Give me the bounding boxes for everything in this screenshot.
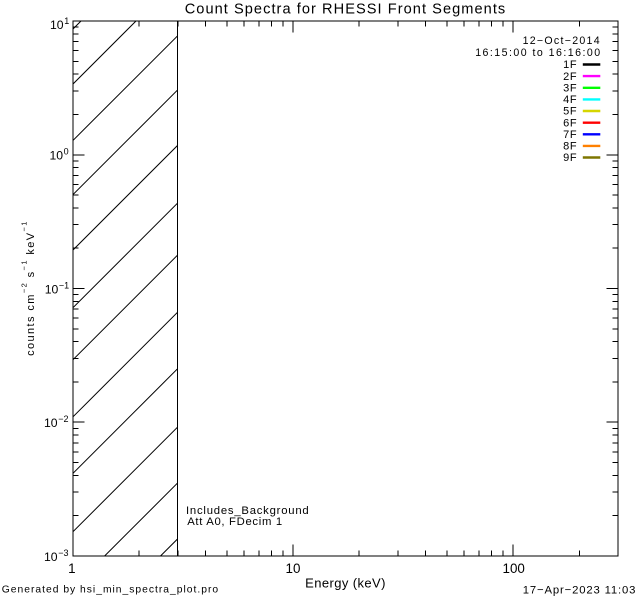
svg-text:12−Oct−2014: 12−Oct−2014 [523, 35, 601, 47]
svg-text:10: 10 [45, 282, 59, 296]
svg-text:−3: −3 [58, 548, 68, 558]
svg-text:Energy (keV): Energy (keV) [305, 576, 386, 591]
svg-text:10: 10 [44, 550, 58, 564]
svg-text:1: 1 [68, 561, 75, 576]
svg-text:100: 100 [503, 561, 525, 576]
svg-text:Att A0, FDecim 1: Att A0, FDecim 1 [187, 516, 283, 528]
svg-text:Generated by hsi_min_spectra_p: Generated by hsi_min_spectra_plot.pro [2, 585, 219, 596]
svg-text:Count Spectra for RHESSI Front: Count Spectra for RHESSI Front Segments [185, 1, 507, 17]
svg-text:3F: 3F [563, 83, 577, 95]
svg-text:10: 10 [44, 416, 58, 430]
svg-text:6F: 6F [563, 117, 577, 129]
svg-text:5F: 5F [563, 106, 577, 118]
svg-text:−2: −2 [58, 414, 68, 424]
svg-text:17−Apr−2023 11:03: 17−Apr−2023 11:03 [523, 585, 637, 597]
svg-text:9F: 9F [563, 152, 577, 164]
svg-text:7F: 7F [563, 129, 577, 141]
svg-text:10: 10 [286, 561, 301, 576]
svg-text:8F: 8F [563, 141, 577, 153]
svg-text:4F: 4F [563, 94, 577, 106]
svg-text:2F: 2F [563, 71, 577, 83]
svg-text:−1: −1 [59, 280, 69, 290]
svg-text:10: 10 [49, 149, 63, 163]
svg-text:10: 10 [50, 18, 64, 32]
svg-text:1: 1 [64, 16, 69, 26]
svg-text:1F: 1F [563, 59, 577, 71]
svg-text:16:15:00 to 16:16:00: 16:15:00 to 16:16:00 [475, 47, 601, 59]
svg-text:Includes_Background: Includes_Background [186, 505, 309, 517]
svg-text:0: 0 [64, 147, 69, 157]
